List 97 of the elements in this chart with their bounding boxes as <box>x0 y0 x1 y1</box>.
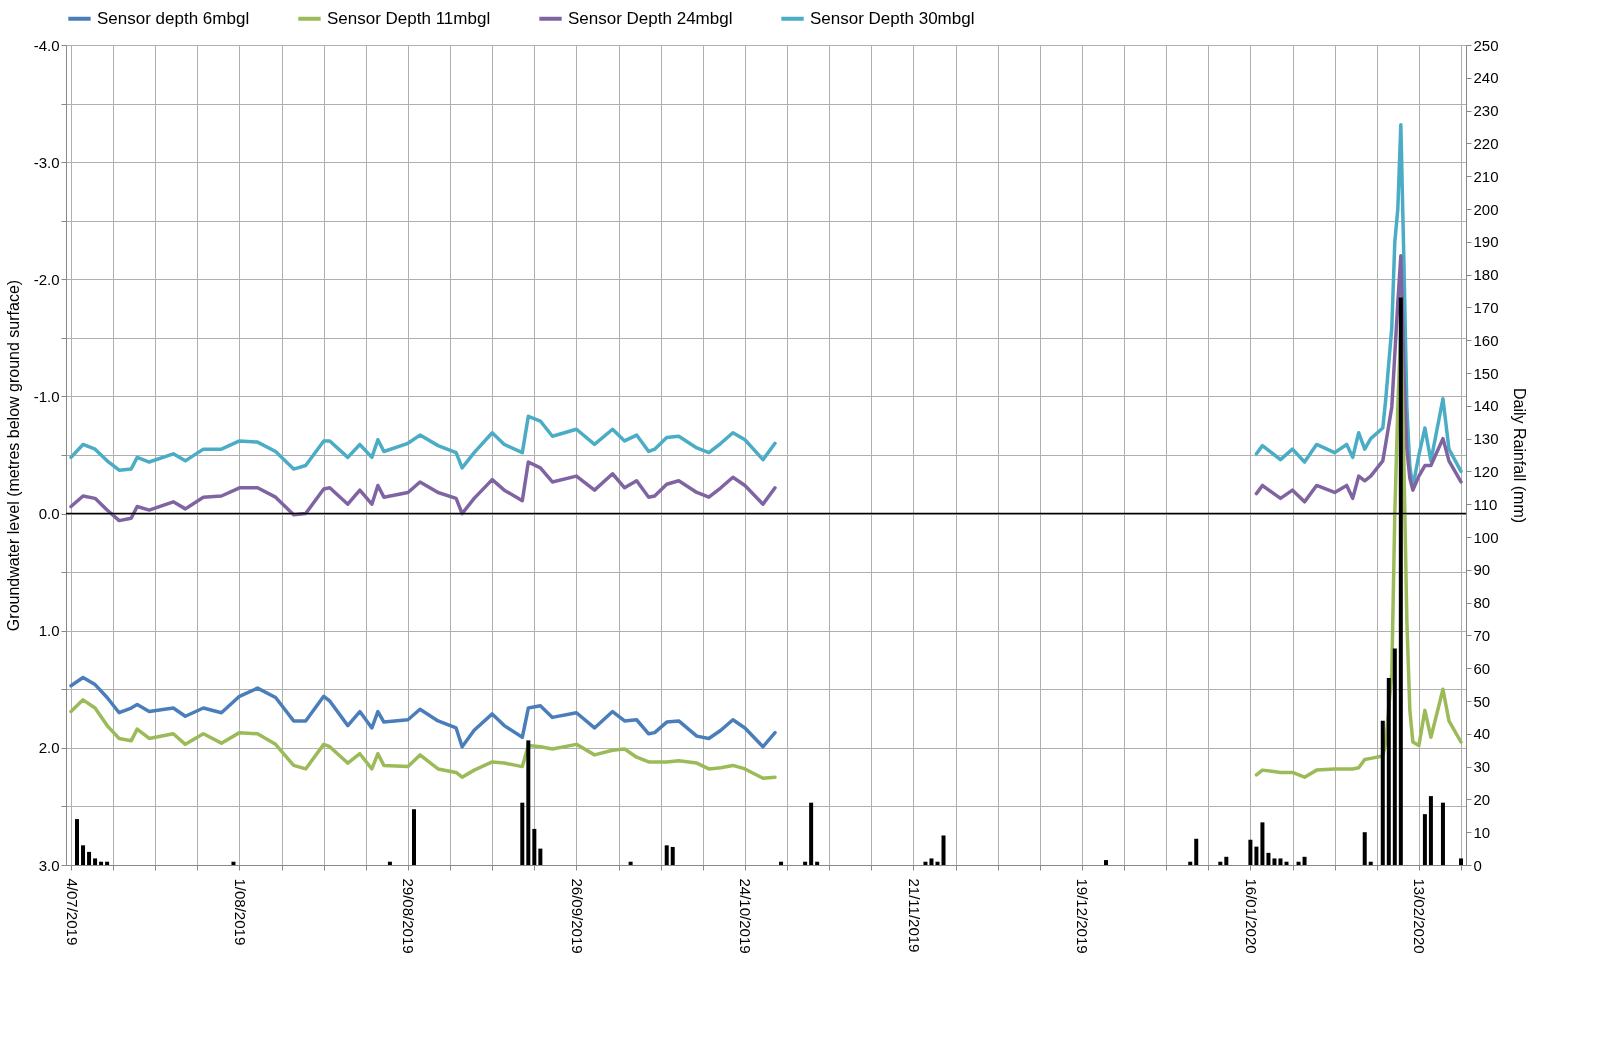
y-tick-label: -3.0 <box>33 153 60 171</box>
bar <box>1254 846 1259 865</box>
bar <box>1266 852 1271 865</box>
y2-tick-label: 170 <box>1473 298 1499 316</box>
y2-tick-label: 10 <box>1473 823 1491 841</box>
bar <box>75 819 80 865</box>
bar <box>520 802 525 865</box>
x-tick-label: 4/07/2019 <box>63 878 81 946</box>
bar <box>923 861 928 865</box>
y2-tick-label: 220 <box>1473 134 1499 152</box>
x-tick-label: 24/10/2019 <box>737 878 755 954</box>
bar <box>670 846 675 865</box>
bar <box>1368 861 1373 865</box>
bar <box>1248 839 1253 865</box>
x-tick-label: 19/12/2019 <box>1074 878 1092 954</box>
bar <box>1296 861 1301 865</box>
bar <box>1386 678 1391 865</box>
y-tick-label: -2.0 <box>33 270 60 288</box>
bar <box>99 861 104 865</box>
bar <box>1284 861 1289 865</box>
x-tick-label: 29/08/2019 <box>400 878 418 954</box>
y-tick-label: 0.0 <box>38 505 60 523</box>
bar <box>1278 858 1283 865</box>
x-tick-label: 1/08/2019 <box>231 878 249 946</box>
y2-tick-label: 230 <box>1473 102 1499 120</box>
y2-tick-label: 100 <box>1473 528 1499 546</box>
bar <box>411 809 416 865</box>
y2-tick-label: 160 <box>1473 331 1499 349</box>
x-tick-label: 26/09/2019 <box>568 878 586 954</box>
y2-tick-label: 70 <box>1473 626 1491 644</box>
y-tick-label: -4.0 <box>33 36 60 54</box>
bar <box>1380 720 1385 865</box>
legend-label: Sensor Depth 24mbgl <box>568 8 733 28</box>
y2-tick-label: 60 <box>1473 659 1491 677</box>
bar <box>935 861 940 865</box>
bar <box>1218 861 1223 865</box>
y2-tick-label: 110 <box>1473 495 1498 513</box>
bar <box>526 740 531 865</box>
y2-tick-label: 50 <box>1473 692 1491 710</box>
legend-label: Sensor Depth 11mbgl <box>327 8 491 28</box>
bar <box>231 861 236 865</box>
y2-tick-label: 210 <box>1473 167 1499 185</box>
bar <box>538 848 543 865</box>
bar <box>941 835 946 865</box>
bar <box>809 802 814 865</box>
y2-axis-title: Daily Rainfall (mm) <box>1510 387 1528 524</box>
bar <box>929 858 934 865</box>
y2-tick-label: 130 <box>1473 430 1499 448</box>
bar <box>87 851 92 865</box>
y2-tick-label: 90 <box>1473 561 1491 579</box>
bar <box>81 845 86 865</box>
bar <box>1272 858 1277 865</box>
y2-tick-label: 190 <box>1473 233 1499 251</box>
x-tick-label: 21/11/2019 <box>905 878 923 953</box>
y-tick-label: 3.0 <box>38 856 60 874</box>
bar <box>815 861 820 865</box>
bar <box>532 828 537 865</box>
x-tick-label: 16/01/2020 <box>1242 878 1260 954</box>
y2-tick-label: 140 <box>1473 397 1499 415</box>
bar <box>105 861 110 865</box>
bar <box>1103 860 1108 865</box>
bar <box>1440 802 1445 865</box>
bar <box>93 858 98 865</box>
y2-tick-label: 200 <box>1473 200 1499 218</box>
bar <box>387 861 392 865</box>
bar <box>1260 822 1265 865</box>
y-tick-label: -1.0 <box>33 387 60 405</box>
bar <box>1188 861 1193 865</box>
bar <box>1392 648 1397 865</box>
bar <box>1224 856 1229 865</box>
y-tick-label: 2.0 <box>38 739 60 757</box>
y2-tick-label: 40 <box>1473 725 1491 743</box>
y-axis-title: Groundwater level (metres below ground surface) <box>4 279 22 632</box>
bar <box>664 845 669 865</box>
y2-tick-label: 30 <box>1473 758 1491 776</box>
bar <box>1302 856 1307 865</box>
x-tick-label: 13/02/2020 <box>1411 878 1429 954</box>
legend-label: Sensor Depth 30mbgl <box>810 8 975 28</box>
y2-tick-label: 150 <box>1473 364 1499 382</box>
y2-tick-label: 240 <box>1473 69 1499 87</box>
bar <box>1422 814 1427 865</box>
y2-tick-label: 250 <box>1473 36 1499 54</box>
y2-tick-label: 120 <box>1473 462 1499 480</box>
bar <box>1428 796 1433 865</box>
y-tick-label: 1.0 <box>38 622 60 640</box>
bar <box>1459 858 1463 865</box>
bar <box>803 861 808 865</box>
y2-tick-label: 80 <box>1473 594 1491 612</box>
bar <box>779 861 784 865</box>
y2-tick-label: 20 <box>1473 790 1491 808</box>
bar <box>1362 832 1367 865</box>
bar <box>1194 838 1199 865</box>
line-series <box>69 675 777 749</box>
legend-label: Sensor depth 6mbgl <box>97 8 250 28</box>
y2-tick-label: 180 <box>1473 266 1499 284</box>
y2-tick-label: 0 <box>1473 856 1482 874</box>
bar <box>628 861 633 865</box>
